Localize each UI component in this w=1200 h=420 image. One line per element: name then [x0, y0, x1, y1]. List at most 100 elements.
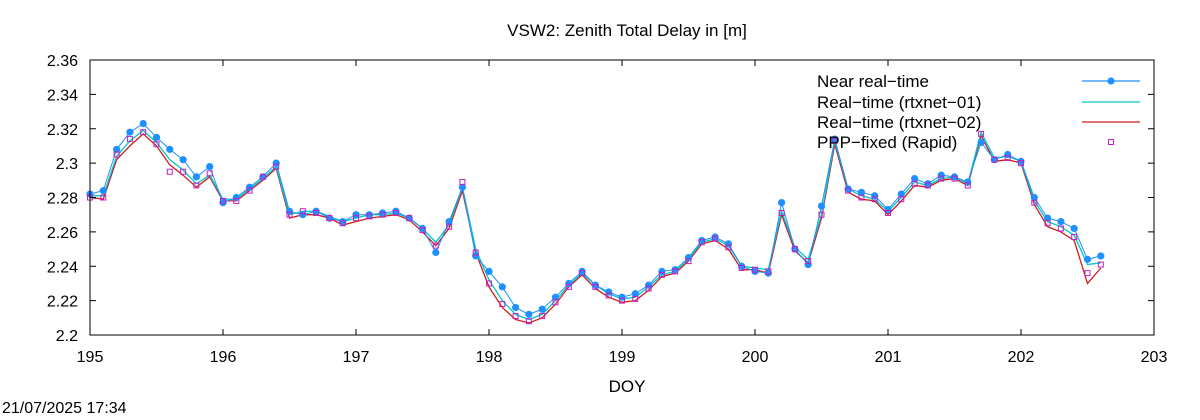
series-0-point [299, 211, 307, 219]
y-tick-label: 2.26 [47, 225, 78, 242]
x-tick-label: 197 [343, 349, 370, 366]
x-tick-label: 201 [875, 349, 902, 366]
series-3-point [579, 270, 586, 277]
series-0-point [259, 173, 267, 181]
x-tick-label: 203 [1141, 349, 1168, 366]
series-0-point [631, 290, 639, 298]
legend-label: Near real−time [817, 72, 929, 91]
chart-title: VSW2: Zenith Total Delay in [m] [507, 21, 747, 40]
legend-label: Real−time (rtxnet−01) [817, 93, 981, 112]
series-0-point [405, 214, 413, 222]
series-0-point [990, 156, 999, 164]
series-0-point [618, 293, 626, 301]
series-0-point [897, 190, 905, 198]
series-0-point [778, 199, 786, 207]
series-3-point [419, 227, 426, 234]
series-3-point [273, 163, 280, 170]
y-tick-label: 2.24 [47, 259, 78, 276]
series-3-point [924, 182, 931, 189]
series-3-point [1084, 270, 1091, 277]
legend-swatch-point [1108, 139, 1114, 145]
series-3-point [126, 136, 133, 143]
x-tick-label: 199 [609, 349, 636, 366]
series-3-point [379, 211, 386, 218]
series-0-point [1004, 150, 1012, 159]
series-3-point [1018, 160, 1024, 167]
series-3-point [339, 220, 346, 227]
series-3-point [1071, 234, 1078, 241]
series-0-point [751, 267, 759, 276]
series-0-point [937, 171, 945, 179]
series-3-point [299, 208, 306, 215]
series-0-point [671, 266, 679, 274]
series-0-point [950, 173, 959, 181]
series-0-point [857, 188, 866, 196]
y-tick-label: 2.2 [56, 328, 78, 345]
series-0-point [126, 128, 134, 136]
x-tick-label: 196 [210, 349, 237, 366]
series-0-point [658, 267, 666, 276]
y-tick-label: 2.34 [47, 87, 78, 104]
y-axis: 2.2 2.22 2.24 2.26 2.28 2.3 2.32 2.34 2.36 [47, 53, 1154, 345]
series-3-point [313, 209, 320, 216]
series-3-point [140, 129, 147, 136]
series-3-point [565, 283, 572, 290]
series-3-point [552, 299, 559, 306]
series-3-point [978, 130, 985, 137]
series-3-point [100, 194, 107, 201]
series-0-point [1017, 157, 1025, 166]
series-0-point [1044, 214, 1052, 222]
series-0-point [817, 202, 826, 210]
series-0-point [578, 267, 586, 276]
series-0-point [525, 310, 533, 318]
series-3-point [858, 194, 865, 201]
series-0-point [113, 145, 121, 153]
legend-label: Real−time (rtxnet−02) [817, 113, 981, 132]
series-3-point [951, 175, 958, 182]
series-0-point [551, 293, 560, 301]
series-3-point [166, 168, 173, 175]
series-3-point [845, 187, 852, 194]
series-0-point [884, 205, 892, 214]
series-3-point [472, 249, 479, 256]
series-0-point [325, 214, 333, 222]
series-0-point [565, 279, 573, 288]
series-3-point [725, 244, 732, 251]
series-3-point [206, 170, 213, 177]
x-tick-label: 200 [742, 349, 769, 366]
series-0-point [844, 185, 852, 193]
series-3-point [432, 242, 439, 249]
series-3-point [366, 213, 373, 220]
series-3-point [246, 187, 253, 194]
series-3-point [619, 297, 625, 304]
series-0-point [698, 236, 706, 245]
series-3-point [632, 295, 639, 302]
series-3-point [286, 211, 293, 218]
series-0-point [179, 156, 187, 164]
series-3-point [592, 283, 599, 290]
series-0-point [1083, 255, 1092, 263]
series-0-point [791, 245, 799, 253]
series-0-point [432, 248, 440, 257]
series-0-point [1070, 224, 1078, 233]
series-3-point [658, 271, 665, 278]
series-3-point [712, 235, 719, 242]
series-3-point [233, 197, 240, 204]
series-3-point [1044, 220, 1051, 227]
series-3-point [326, 215, 333, 222]
series-0-point [339, 217, 347, 226]
series-3-point [831, 137, 838, 144]
series-0-point [924, 180, 932, 188]
x-axis-label: DOY [609, 377, 646, 396]
series-0-point [192, 173, 200, 181]
series-3-point [512, 313, 519, 320]
x-axis: 195 196 197 198 199 200 201 202 203 [77, 60, 1168, 366]
series-3-point [938, 175, 945, 182]
series-0-point [1097, 252, 1105, 260]
series-0-point [285, 207, 294, 215]
series-3-point [911, 180, 918, 187]
series-0-point [365, 211, 373, 219]
series-layer [86, 119, 1105, 325]
series-3-point [259, 173, 266, 180]
legend: Near real−time Real−time (rtxnet−01)Real−… [817, 72, 1140, 152]
